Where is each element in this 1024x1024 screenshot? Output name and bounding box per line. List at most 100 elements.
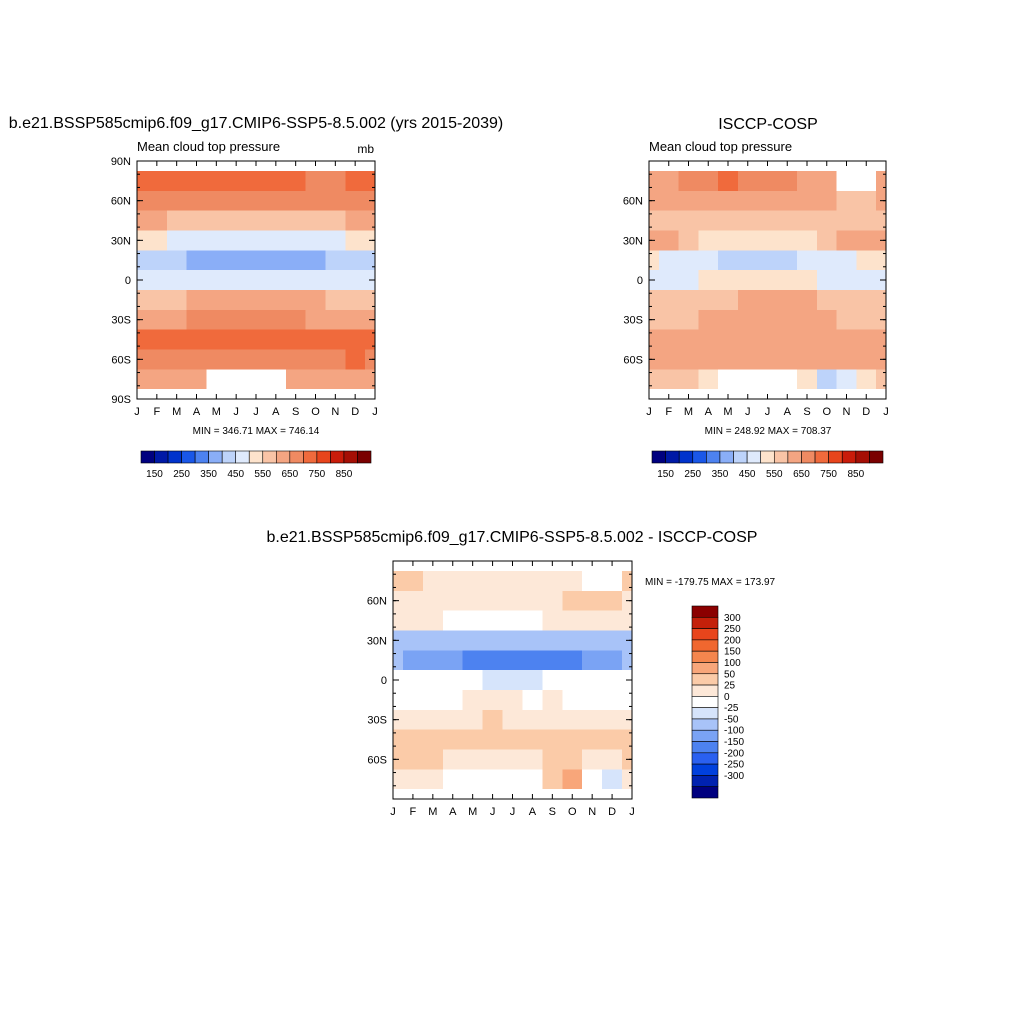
y-tick-label: 30S <box>623 315 643 327</box>
colorbar-swatch <box>733 450 748 464</box>
x-tick-label: M <box>428 806 437 818</box>
heatmap-cell <box>562 729 583 750</box>
heatmap-cell <box>797 190 817 211</box>
heatmap-cell <box>502 670 523 690</box>
colorbar-swatch <box>691 729 719 742</box>
heatmap-cell <box>462 689 483 710</box>
heatmap-cell <box>482 709 503 730</box>
heatmap-cell <box>777 329 798 350</box>
y-tick-label: 60N <box>111 196 131 208</box>
colorbar-label: 550 <box>766 469 783 480</box>
heatmap-cell <box>757 250 778 271</box>
heatmap-cell <box>816 230 837 251</box>
diff-stats: MIN = -179.75 MAX = 173.97 <box>645 577 776 588</box>
heatmap-cell <box>542 749 563 770</box>
heatmap-cell <box>797 349 817 370</box>
heatmap-cell <box>146 230 167 251</box>
heatmap-cell <box>402 749 423 770</box>
heatmap-cell <box>482 689 503 710</box>
model-colorbar: 150 250 350 450 550 650 750 850 <box>140 450 372 480</box>
colorbar-swatch <box>691 628 719 641</box>
obs-variable-label: Mean cloud top pressure <box>649 139 792 154</box>
heatmap-cell <box>402 570 423 591</box>
heatmap-cell <box>856 170 877 191</box>
heatmap-cell <box>186 369 207 390</box>
heatmap-cell <box>582 689 603 710</box>
x-tick-label: J <box>745 406 751 418</box>
colorbar-label: 150 <box>657 469 674 480</box>
heatmap-cell <box>246 369 266 390</box>
heatmap-cell <box>186 349 207 370</box>
colorbar-label: 450 <box>739 469 756 480</box>
colorbar-label: 0 <box>724 692 730 703</box>
heatmap-cell <box>265 329 286 350</box>
heatmap-cell <box>876 369 886 390</box>
heatmap-cell <box>649 369 659 390</box>
heatmap-cell <box>402 709 423 730</box>
heatmap-cell <box>285 230 306 251</box>
x-tick-label: A <box>705 406 713 418</box>
heatmap-cell <box>698 349 719 370</box>
heatmap-cell <box>305 329 326 350</box>
heatmap-cell <box>482 630 503 651</box>
heatmap-cell <box>836 349 857 370</box>
heatmap-cell <box>522 650 543 671</box>
heatmap-cell <box>542 610 563 631</box>
heatmap-cell <box>658 210 679 231</box>
colorbar-label: -25 <box>724 703 739 714</box>
heatmap-cell <box>422 689 443 710</box>
heatmap-cell <box>649 210 659 231</box>
diff-colorbar: 30025020015010050250-25-50-100-150-200-2… <box>691 605 744 799</box>
heatmap-cell <box>718 289 738 310</box>
heatmap-cell <box>345 250 366 271</box>
heatmap-cell <box>816 250 837 271</box>
heatmap-cell <box>422 630 443 651</box>
heatmap-cell <box>462 709 483 730</box>
heatmap-cell <box>737 170 758 191</box>
colorbar-label: -100 <box>724 726 744 737</box>
heatmap-cell <box>582 590 603 611</box>
colorbar-swatch <box>691 707 719 720</box>
heatmap-cell <box>777 210 798 231</box>
heatmap-cell <box>737 349 758 370</box>
heatmap-cell <box>816 210 837 231</box>
heatmap-cell <box>226 369 247 390</box>
colorbar-label: -250 <box>724 760 744 771</box>
heatmap-cell <box>137 170 147 191</box>
heatmap-cell <box>562 570 583 591</box>
heatmap-cell <box>226 190 247 211</box>
colorbar-swatch <box>691 696 719 708</box>
heatmap-cell <box>542 769 563 790</box>
colorbar-label: 25 <box>724 681 736 692</box>
x-tick-label: J <box>490 806 496 818</box>
colorbar-swatch <box>692 450 707 464</box>
y-tick-label: 0 <box>637 275 643 287</box>
heatmap-cell <box>422 749 443 770</box>
heatmap-cell <box>482 650 503 671</box>
heatmap-cell <box>146 289 167 310</box>
y-tick-label: 30S <box>367 715 387 727</box>
heatmap-cell <box>698 369 719 390</box>
heatmap-cell <box>393 689 403 710</box>
heatmap-cell <box>542 689 563 710</box>
heatmap-cell <box>658 250 679 271</box>
heatmap-cell <box>146 369 167 390</box>
colorbar-swatch <box>194 450 209 464</box>
heatmap-cell <box>402 729 423 750</box>
heatmap-cell <box>265 270 286 290</box>
heatmap-cell <box>757 309 778 330</box>
heatmap-cell <box>246 289 266 310</box>
colorbar-swatch <box>154 450 169 464</box>
heatmap-cell <box>856 349 877 370</box>
heatmap-cell <box>442 670 463 690</box>
heatmap-cell <box>442 689 463 710</box>
heatmap-cell <box>602 749 623 770</box>
heatmap-cell <box>757 210 778 231</box>
heatmap-cell <box>678 369 699 390</box>
heatmap-cell <box>502 630 523 651</box>
colorbar-label: -50 <box>724 714 739 725</box>
heatmap-cell <box>622 570 632 591</box>
heatmap-cell <box>482 729 503 750</box>
heatmap-cell <box>305 170 326 191</box>
colorbar-label: 250 <box>684 469 701 480</box>
